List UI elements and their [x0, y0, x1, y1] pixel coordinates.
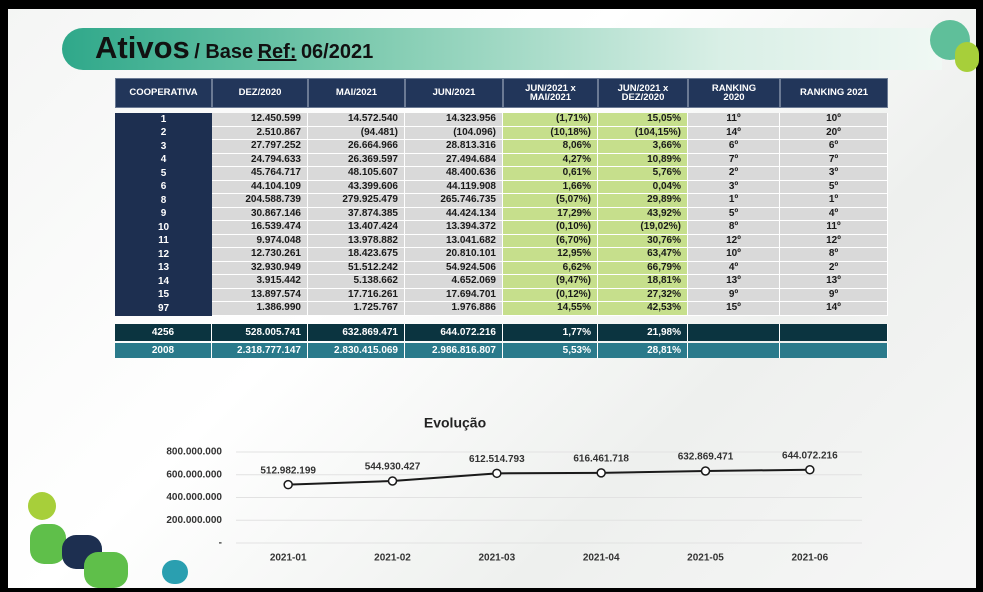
data-label: 512.982.199	[260, 465, 316, 476]
data-label: 632.869.471	[678, 452, 734, 463]
y-tick-label: 200.000.000	[166, 515, 222, 526]
y-tick-label: 400.000.000	[166, 492, 222, 503]
y-tick-label: 800.000.000	[166, 447, 222, 458]
x-tick-label: 2021-05	[687, 553, 724, 564]
data-label: 544.930.427	[365, 462, 421, 473]
y-tick-label: 600.000.000	[166, 469, 222, 480]
point	[284, 481, 292, 489]
x-tick-label: 2021-06	[791, 553, 828, 564]
point	[597, 469, 605, 477]
data-label: 616.461.718	[573, 454, 629, 465]
chart-title: Evolução	[424, 415, 486, 431]
x-tick-label: 2021-03	[478, 553, 515, 564]
point	[389, 477, 397, 485]
point	[702, 467, 710, 475]
data-label: 644.072.216	[782, 450, 838, 461]
y-tick-label: -	[219, 538, 222, 549]
data-label: 612.514.793	[469, 454, 525, 465]
slide: Ativos / Base Ref: 06/2021 COOPERATIVADE…	[0, 0, 983, 592]
x-tick-label: 2021-02	[374, 553, 411, 564]
x-tick-label: 2021-01	[270, 553, 307, 564]
point	[493, 469, 501, 477]
chart: Evolução - 200.000.000 400.000.000 600.000.…	[0, 0, 983, 592]
x-tick-label: 2021-04	[583, 553, 620, 564]
point	[806, 466, 814, 474]
